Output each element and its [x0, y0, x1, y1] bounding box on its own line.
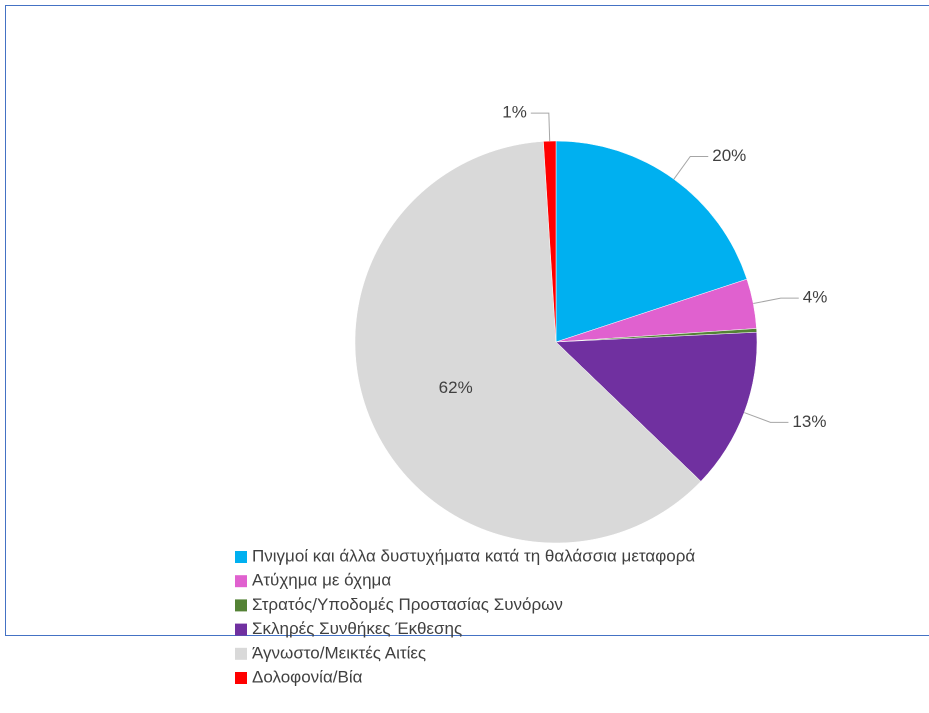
legend-swatch: [235, 599, 247, 612]
chart-border: [5, 5, 929, 636]
legend-swatch: [235, 551, 247, 563]
data-label: 20%: [712, 146, 746, 165]
data-label: 62%: [439, 378, 473, 397]
legend-label: Πνιγμοί και άλλα δυστυχήματα κατά τη θαλ…: [252, 546, 695, 565]
legend-label: Ατύχημα με όχημα: [252, 571, 391, 590]
legend-swatch: [235, 623, 247, 636]
leader-line: [753, 297, 799, 305]
legend-swatch: [235, 575, 247, 588]
legend-label: Στρατός/Υποδομές Προστασίας Συνόρων: [252, 595, 563, 614]
data-label: 4%: [803, 288, 828, 307]
leader-line: [673, 155, 709, 180]
legend-swatch: [235, 647, 247, 660]
data-label: 13%: [792, 412, 826, 431]
pie-slice: [555, 331, 758, 482]
data-label: 1%: [502, 103, 527, 122]
leader-line: [530, 112, 551, 142]
legend-label: Άγνωστο/Μεικτές Αιτίες: [252, 643, 426, 662]
legend-label: Σκληρές Συνθήκες Έκθεσης: [252, 619, 462, 638]
legend-label: Δολοφονία/Βία: [252, 667, 363, 686]
legend-swatch: [235, 672, 247, 684]
leader-line: [744, 412, 789, 423]
pie-slice: [354, 141, 702, 544]
